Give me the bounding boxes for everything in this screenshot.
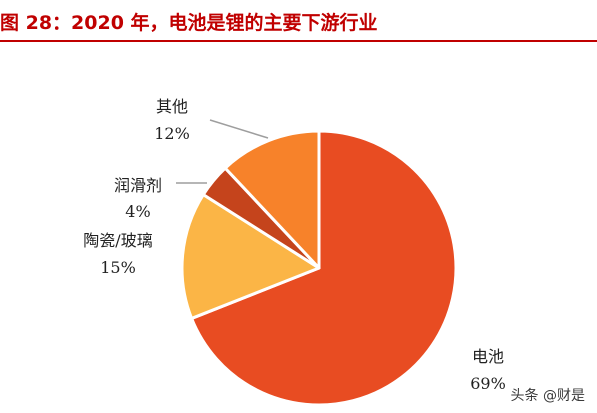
pie-slice-0 [190, 129, 458, 407]
pie-slice-3 [223, 129, 321, 270]
title-divider [0, 40, 597, 42]
slice-value-label-3: 12% [154, 124, 190, 143]
pie-slice-1 [180, 193, 321, 320]
slice-name-label-2: 润滑剂 [114, 176, 162, 195]
watermark: 头条 @财是 [510, 388, 585, 404]
figure-title: 图 28：2020 年，电池是锂的主要下游行业 [0, 12, 378, 34]
pie-slices [180, 129, 458, 407]
slice-name-label-3: 其他 [156, 97, 188, 116]
slice-value-label-1: 15% [100, 258, 136, 277]
slice-value-label-2: 4% [125, 202, 150, 221]
leader-lines [176, 119, 269, 184]
leader-line-3 [209, 119, 269, 139]
slice-value-label-0: 69% [470, 374, 506, 393]
slice-labels: 电池 69% 陶瓷/玻璃 15% 润滑剂 4% 其他 12% [83, 97, 505, 393]
slice-name-label-0: 电池 [472, 347, 504, 366]
slice-name-label-1: 陶瓷/玻璃 [83, 231, 152, 250]
